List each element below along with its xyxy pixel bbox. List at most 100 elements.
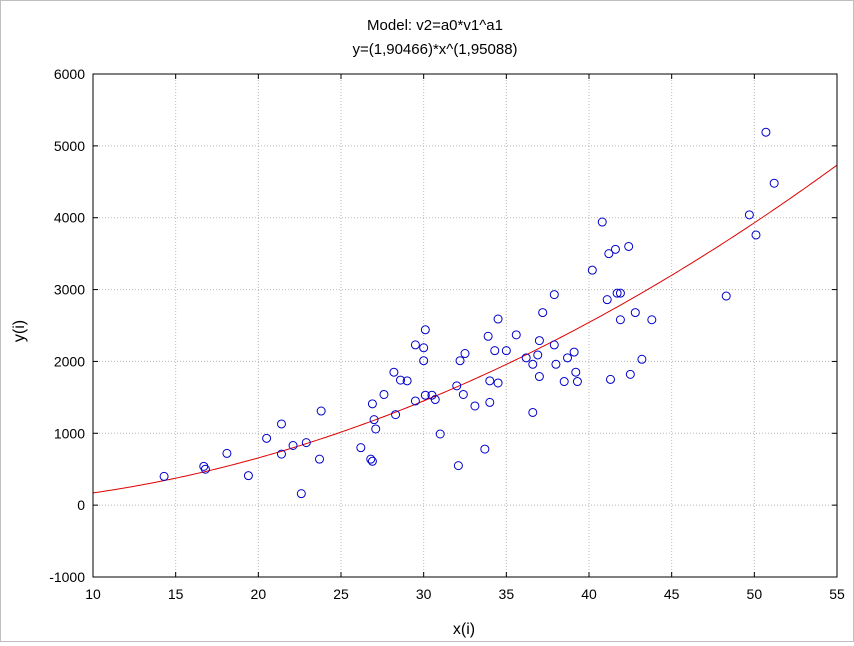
data-point (419, 356, 429, 366)
data-point (420, 325, 430, 335)
grid (93, 74, 837, 577)
data-point (521, 353, 531, 363)
data-point (501, 346, 511, 356)
chart-title: Model: v2=a0*v1^a1 (367, 17, 503, 34)
data-point (276, 419, 286, 429)
data-point (470, 401, 480, 411)
y-tick-label: -1000 (49, 569, 85, 585)
data-point (769, 178, 779, 188)
data-point (493, 314, 503, 324)
data-point (483, 331, 493, 341)
data-point (419, 343, 429, 353)
data-point (615, 315, 625, 325)
data-point (597, 217, 607, 227)
axis-ticks: 10 15 20 25 30 35 40 45 50 55 -1000 0 1000 2000 3000 40… (49, 66, 845, 602)
x-tick-label: 40 (581, 586, 597, 602)
data-point (402, 376, 412, 386)
x-tick-label: 50 (747, 586, 763, 602)
data-point (485, 376, 495, 386)
data-point (624, 241, 634, 251)
data-point (222, 448, 232, 458)
data-point (276, 449, 286, 459)
data-point (744, 210, 754, 220)
data-point (528, 359, 538, 369)
data-point (485, 397, 495, 407)
data-point (389, 367, 399, 377)
data-point (159, 471, 169, 481)
data-point (452, 381, 462, 391)
y-tick-label: 2000 (54, 353, 85, 369)
data-point (410, 396, 420, 406)
data-point (533, 350, 543, 360)
data-point (367, 456, 377, 466)
x-tick-label: 30 (416, 586, 432, 602)
data-point (602, 295, 612, 305)
data-point (480, 444, 490, 454)
data-point (605, 374, 615, 384)
data-point (420, 390, 430, 400)
data-point (647, 315, 657, 325)
y-tick-label: 3000 (54, 282, 85, 298)
data-point (460, 349, 470, 359)
data-point (493, 378, 503, 388)
data-point (587, 265, 597, 275)
chart-subtitle: y=(1,90466)*x^(1,95088) (352, 41, 517, 58)
data-point (379, 389, 389, 399)
data-point (430, 395, 440, 405)
y-tick-label: 0 (77, 497, 85, 513)
y-tick-label: 5000 (54, 138, 85, 154)
y-axis-label: y(i) (11, 320, 28, 342)
fit-curve (93, 164, 837, 494)
x-tick-label: 15 (168, 586, 184, 602)
data-point (296, 489, 306, 499)
data-point (200, 464, 210, 474)
data-point (551, 359, 561, 369)
data-point (458, 389, 468, 399)
data-point (301, 438, 311, 448)
data-point (511, 330, 521, 340)
x-tick-label: 55 (829, 586, 845, 602)
data-point (612, 288, 622, 298)
data-point (367, 399, 377, 409)
data-point (369, 415, 379, 425)
data-point (571, 367, 581, 377)
data-point (528, 407, 538, 417)
data-point (559, 377, 569, 387)
data-point (721, 291, 731, 301)
data-point (435, 429, 445, 439)
data-point (262, 433, 272, 443)
y-tick-label: 4000 (54, 210, 85, 226)
data-point (615, 288, 625, 298)
data-points (159, 127, 779, 499)
x-tick-label: 25 (333, 586, 349, 602)
data-point (316, 406, 326, 416)
data-point (572, 377, 582, 387)
data-point (455, 356, 465, 366)
x-tick-label: 10 (85, 586, 101, 602)
data-point (371, 424, 381, 434)
data-point (534, 372, 544, 382)
x-axis-label: x(i) (453, 621, 475, 638)
x-tick-label: 20 (251, 586, 267, 602)
data-point (563, 353, 573, 363)
data-point (490, 346, 500, 356)
data-point (751, 230, 761, 240)
y-tick-label: 6000 (54, 66, 85, 82)
data-point (637, 354, 647, 364)
data-point (761, 127, 771, 137)
x-tick-label: 45 (664, 586, 680, 602)
data-point (315, 454, 325, 464)
data-point (366, 454, 376, 464)
data-point (288, 441, 298, 451)
fit-curve-group (93, 164, 837, 494)
data-point (625, 369, 635, 379)
data-point (549, 340, 559, 350)
plot-area (92, 73, 838, 578)
data-point (391, 410, 401, 420)
data-point (396, 375, 406, 385)
data-point (610, 244, 620, 254)
data-point (356, 443, 366, 453)
data-point (604, 249, 614, 259)
